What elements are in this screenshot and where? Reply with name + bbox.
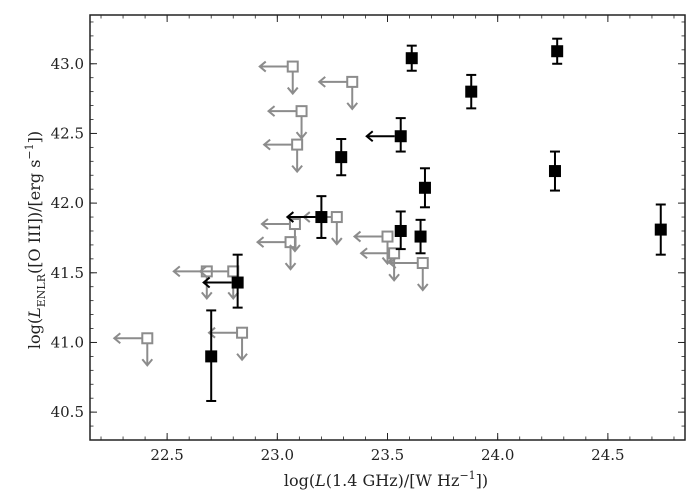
open-square-marker <box>346 75 359 88</box>
limit-down-arrow-head <box>286 86 299 96</box>
limit-left-arrow-head <box>317 76 326 88</box>
limit-left-arrow-head <box>266 105 276 117</box>
limit-down-arrow-head <box>295 131 308 140</box>
y-tick-label: 40.5 <box>51 403 84 421</box>
filled-square-marker <box>405 52 418 65</box>
open-square-marker <box>381 230 394 243</box>
open-square-marker <box>141 332 154 345</box>
filled-square-marker <box>551 45 564 58</box>
limit-left-arrow-head <box>198 265 207 278</box>
filled-square-marker <box>414 230 427 243</box>
filled-square-marker <box>205 350 218 363</box>
y-tick-label: 41.0 <box>51 333 84 351</box>
limit-down-arrow-head <box>331 237 343 246</box>
y-axis-label: log(LENLR([O III])/[erg s−1]) <box>23 131 48 349</box>
x-tick-label: 22.5 <box>150 446 183 464</box>
limit-left-arrow-head <box>352 230 362 243</box>
limit-down-arrow-head <box>388 273 400 282</box>
limit-left-arrow-head <box>207 326 216 339</box>
limit-down-arrow-head <box>141 358 154 367</box>
y-tick-label: 41.5 <box>51 264 84 282</box>
open-square-marker <box>416 257 429 270</box>
detection-left-arrow-head <box>365 130 374 142</box>
plot-area: 22.5 23.0 23.5 24.0 24.5 40.5 41.0 41.5 42.0 42.5… <box>51 14 686 464</box>
filled-square-marker <box>418 181 431 194</box>
x-tick-label: 23.0 <box>261 446 294 464</box>
open-square-marker <box>288 218 301 231</box>
limit-down-arrow-head <box>289 244 301 253</box>
limit-down-arrow-head <box>381 256 394 266</box>
open-square-marker <box>236 326 249 339</box>
limit-down-arrow-head <box>284 262 297 271</box>
limit-left-arrow-head <box>172 265 181 278</box>
filled-square-marker <box>654 223 667 236</box>
limit-left-arrow-head <box>359 247 368 260</box>
detection-left-arrow-head <box>202 276 211 289</box>
filled-square-marker <box>394 130 407 143</box>
filled-square-marker <box>465 85 478 98</box>
open-square-marker <box>291 138 304 151</box>
filled-square-marker <box>315 211 328 224</box>
limit-down-arrow-head <box>227 291 240 300</box>
filled-square-marker <box>394 224 407 237</box>
limit-down-arrow-head <box>201 291 213 300</box>
detection-left-arrow-head <box>285 211 295 223</box>
filled-square-marker <box>335 151 348 164</box>
x-tick-label: 24.0 <box>481 446 514 464</box>
x-tick-label: 23.5 <box>371 446 404 464</box>
y-tick-label: 42.0 <box>51 194 84 212</box>
x-axis-label: log(L(1.4 GHz)/[W Hz−1]) <box>284 469 488 490</box>
limit-left-arrow-head <box>255 236 265 248</box>
limit-down-arrow-head <box>291 164 303 174</box>
filled-square-marker <box>231 276 244 289</box>
x-tick-label: 24.5 <box>591 446 624 464</box>
y-tick-label: 42.5 <box>51 124 84 142</box>
open-square-marker <box>286 60 299 73</box>
limit-down-arrow-head <box>346 102 359 111</box>
open-square-marker <box>330 211 343 224</box>
limit-left-arrow-head <box>112 332 121 345</box>
limit-left-arrow-head <box>258 60 267 73</box>
y-tick-label: 43.0 <box>51 55 84 73</box>
limit-left-arrow-head <box>388 257 397 269</box>
open-square-marker <box>295 105 308 118</box>
limit-left-arrow-head <box>260 218 269 230</box>
plot-frame <box>89 14 686 441</box>
limit-down-arrow-head <box>416 283 429 292</box>
filled-square-marker <box>548 165 561 178</box>
limit-down-arrow-head <box>236 353 248 362</box>
limit-left-arrow-head <box>262 138 271 151</box>
